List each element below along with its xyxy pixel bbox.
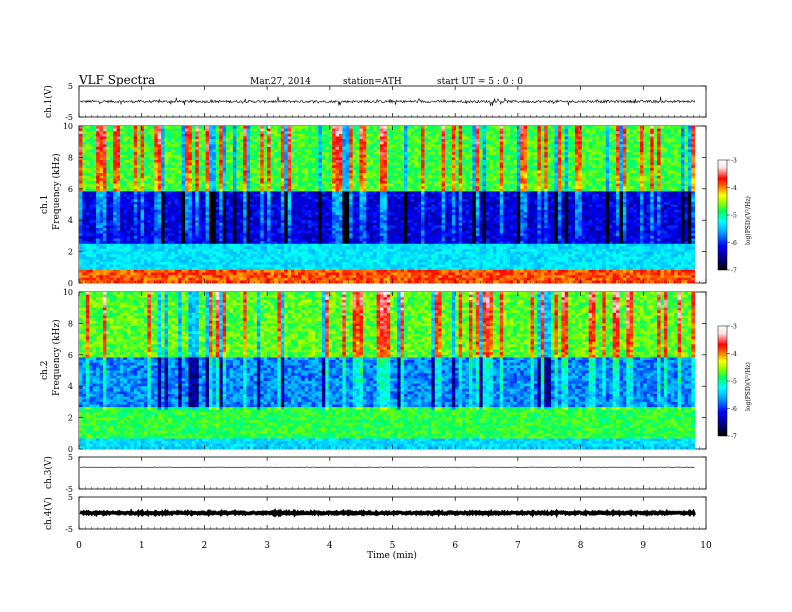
colorbar-tick-label: -3 (731, 324, 737, 331)
colorbar-tick-label: -7 (731, 434, 737, 441)
x-tick-label: 8 (578, 541, 584, 551)
ch1-spectrogram-ylabel-channel: ch.1 (40, 195, 50, 214)
ch1-colorbar (717, 159, 728, 271)
ch2-spectrogram-ylabel-channel: ch.2 (40, 361, 50, 380)
ch4-waveform-ylabel: ch.4(V) (43, 497, 54, 530)
y-tick-label: 5 (68, 82, 73, 91)
y-tick-label: -5 (65, 525, 73, 534)
y-tick-label: 6 (68, 351, 73, 360)
x-axis-label: Time (min) (367, 550, 417, 561)
ch3-waveform-ylabel: ch.3(V) (43, 456, 54, 489)
y-tick-label: 6 (68, 185, 73, 194)
x-tick-label: 6 (452, 541, 458, 551)
y-tick-label: 10 (63, 122, 73, 131)
y-tick-label: 5 (68, 493, 73, 502)
x-tick-label: 0 (76, 541, 82, 551)
ch2-spectrogram-ylabel-frequency: Frequency (kHz) (51, 319, 62, 396)
x-tick-label: 1 (139, 541, 145, 551)
station-label: station=ATH (343, 77, 402, 87)
x-tick-label: 2 (202, 541, 208, 551)
ch1-colorbar-label: log(PSD)(V²/Hz) (745, 196, 752, 245)
x-tick-label: 10 (700, 541, 712, 551)
ch1-colorbar-ticks: -3 -4 -5 -6 -7 (727, 158, 737, 275)
x-tick-label: 4 (327, 541, 333, 551)
x-tick-label: 5 (390, 541, 396, 551)
colorbar-tick-label: -4 (731, 185, 737, 192)
date-label: Mar.27, 2014 (250, 77, 311, 87)
colorbar-tick-label: -5 (731, 379, 737, 386)
ch4-trace (79, 508, 697, 519)
y-tick-label: 2 (68, 414, 73, 423)
ch2-colorbar (717, 325, 728, 437)
ch1-spectrogram-image (79, 126, 696, 284)
start-time-label: start UT = 5 : 0 : 0 (437, 77, 523, 87)
ch2-spectrogram-image (79, 292, 696, 450)
ch1-trace (79, 96, 695, 107)
y-tick-label: 8 (68, 319, 73, 328)
ch1-spectrogram-ylabel-frequency: Frequency (kHz) (51, 153, 62, 230)
ch2-colorbar-label: log(PSD)(V²/Hz) (745, 362, 752, 411)
y-tick-label: 8 (68, 153, 73, 162)
figure-title: VLF Spectra (78, 73, 155, 87)
y-tick-label: -5 (65, 485, 73, 494)
colorbar-tick-label: -7 (731, 268, 737, 275)
y-tick-label: 0 (68, 445, 73, 454)
y-tick-label: 0 (68, 279, 73, 288)
x-tick-label: 3 (264, 541, 270, 551)
colorbar-tick-label: -6 (731, 406, 737, 413)
colorbar-tick-label: -6 (731, 240, 737, 247)
y-tick-label: 10 (63, 288, 73, 297)
ch1-waveform-ylabel: ch.1(V) (43, 85, 54, 118)
y-tick-label: 5 (68, 453, 73, 462)
y-tick-label: 4 (68, 382, 73, 391)
colorbar-tick-label: -3 (731, 158, 737, 165)
colorbar-tick-label: -5 (731, 213, 737, 220)
y-tick-label: 2 (68, 248, 73, 257)
y-tick-label: -5 (65, 113, 73, 122)
x-tick-label: 9 (640, 541, 646, 551)
y-tick-label: 4 (68, 216, 73, 225)
x-tick-label: 7 (515, 541, 521, 551)
ch3-waveform-panel (78, 456, 707, 490)
ch2-colorbar-ticks: -3 -4 -5 -6 -7 (727, 324, 737, 441)
colorbar-tick-label: -4 (731, 351, 737, 358)
